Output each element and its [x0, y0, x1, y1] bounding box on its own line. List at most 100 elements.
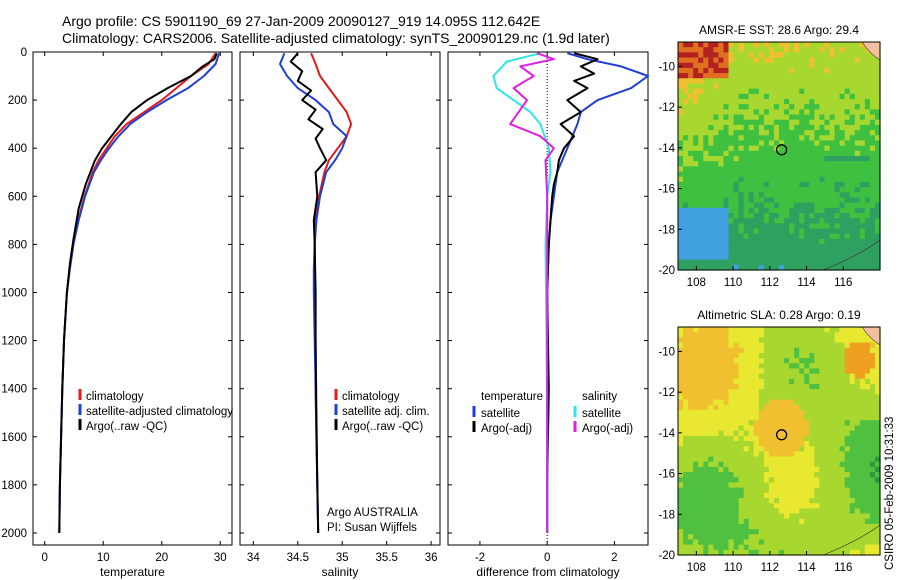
map-cell: [864, 544, 871, 551]
map-cell: [849, 384, 856, 390]
x-tick-label: 0: [544, 552, 550, 564]
map-cell: [733, 482, 740, 489]
map-cell: [819, 207, 826, 214]
map-cell: [768, 404, 775, 411]
map-cell: [708, 223, 714, 230]
map-cell: [779, 223, 785, 230]
map-cell: [748, 62, 755, 69]
map-cell: [748, 420, 755, 427]
map-cell: [738, 456, 745, 463]
map-cell: [869, 57, 876, 64]
map-cell: [743, 93, 750, 100]
map-cell: [763, 451, 770, 458]
map-cell: [799, 47, 805, 53]
map-cell: [758, 238, 765, 245]
map-cell: [839, 539, 846, 546]
map-cell: [718, 378, 725, 385]
map-cell: [713, 264, 719, 271]
map-cell: [814, 99, 820, 105]
map-cell: [804, 202, 810, 209]
map-cell: [829, 430, 836, 437]
map-cell: [753, 73, 760, 79]
map-cell: [849, 171, 856, 178]
map-cell: [718, 52, 725, 59]
map-cell: [683, 166, 689, 173]
map-cell: [784, 373, 790, 380]
map-cell: [708, 171, 714, 178]
map-cell: [859, 47, 866, 53]
map-cell: [693, 539, 699, 546]
map-cell: [839, 477, 846, 484]
map-cell: [683, 529, 689, 535]
map-cell: [713, 492, 719, 499]
map-cell: [768, 176, 775, 183]
map-cell: [789, 498, 795, 504]
map-cell: [784, 104, 790, 110]
map-cell: [854, 264, 861, 271]
map-cell: [874, 534, 881, 541]
map-cell: [864, 244, 871, 250]
map-cell: [678, 492, 684, 499]
map-cell: [678, 83, 684, 90]
map-cell: [784, 513, 790, 520]
map-cell: [824, 466, 831, 473]
map-cell: [789, 264, 795, 271]
map-cell: [743, 228, 750, 235]
map-cell: [703, 233, 709, 240]
map-cell: [768, 42, 775, 48]
map-cell: [758, 441, 765, 447]
map-cell: [789, 161, 795, 167]
map-cell: [869, 404, 876, 411]
map-cell: [869, 539, 876, 546]
map-cell: [869, 130, 876, 136]
map-cell: [849, 472, 856, 478]
map-cell: [839, 213, 846, 219]
map-cell: [859, 192, 866, 199]
map-cell: [773, 124, 780, 131]
map-cell: [864, 140, 871, 147]
map-cell: [874, 456, 881, 463]
map-cell: [794, 409, 800, 416]
map-cell: [748, 109, 755, 116]
map-cell: [728, 518, 735, 525]
map-cell: [869, 254, 876, 261]
map-cell: [753, 197, 760, 204]
map-cell: [819, 420, 826, 427]
map-cell: [869, 228, 876, 235]
map-cell: [859, 166, 866, 173]
map-cell: [743, 73, 750, 79]
map-cell: [779, 441, 785, 447]
map-cell: [829, 99, 836, 105]
map-cell: [839, 156, 846, 162]
map-cell: [738, 176, 745, 183]
map-cell: [844, 492, 851, 499]
map-cell: [768, 130, 775, 136]
legend-entry: Argo(..raw -QC): [342, 421, 423, 433]
map-cell: [824, 539, 831, 546]
map-cell: [819, 223, 826, 230]
map-cell: [859, 337, 866, 344]
map-cell: [718, 73, 725, 79]
map-cell: [869, 363, 876, 370]
map-cell: [849, 150, 856, 157]
map-cell: [693, 62, 699, 69]
map-cell: [763, 145, 770, 152]
map-cell: [748, 498, 755, 504]
map-cell: [784, 508, 790, 515]
map-cell: [693, 456, 699, 463]
map-cell: [743, 549, 750, 556]
map-cell: [708, 233, 714, 240]
map-cell: [733, 150, 740, 157]
map-cell: [829, 534, 836, 541]
map-cell: [713, 523, 719, 530]
map-cell: [738, 187, 745, 193]
map-cell: [678, 477, 684, 484]
map-cell: [708, 197, 714, 204]
map-cell: [839, 78, 846, 85]
map-cell: [849, 264, 856, 271]
map-cell: [768, 441, 775, 447]
map-cell: [693, 477, 699, 484]
map-cell: [748, 161, 755, 167]
map-cell: [763, 109, 770, 116]
map-cell: [723, 156, 730, 162]
